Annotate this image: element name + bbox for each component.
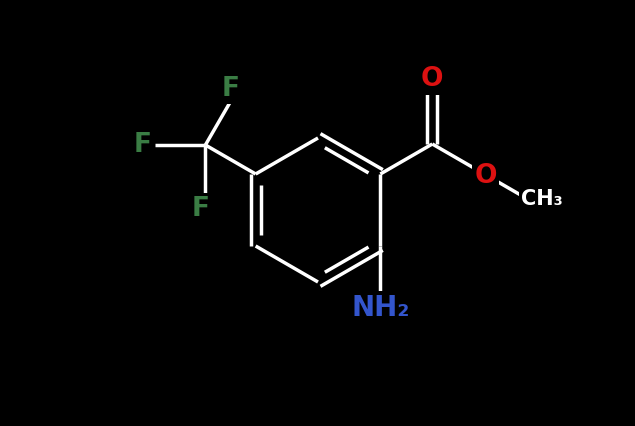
Text: F: F <box>133 132 151 158</box>
Text: F: F <box>191 196 210 222</box>
Text: O: O <box>474 163 497 189</box>
Text: NH₂: NH₂ <box>351 294 410 322</box>
Text: CH₃: CH₃ <box>521 189 563 209</box>
Text: O: O <box>421 66 444 92</box>
Text: F: F <box>222 76 239 102</box>
